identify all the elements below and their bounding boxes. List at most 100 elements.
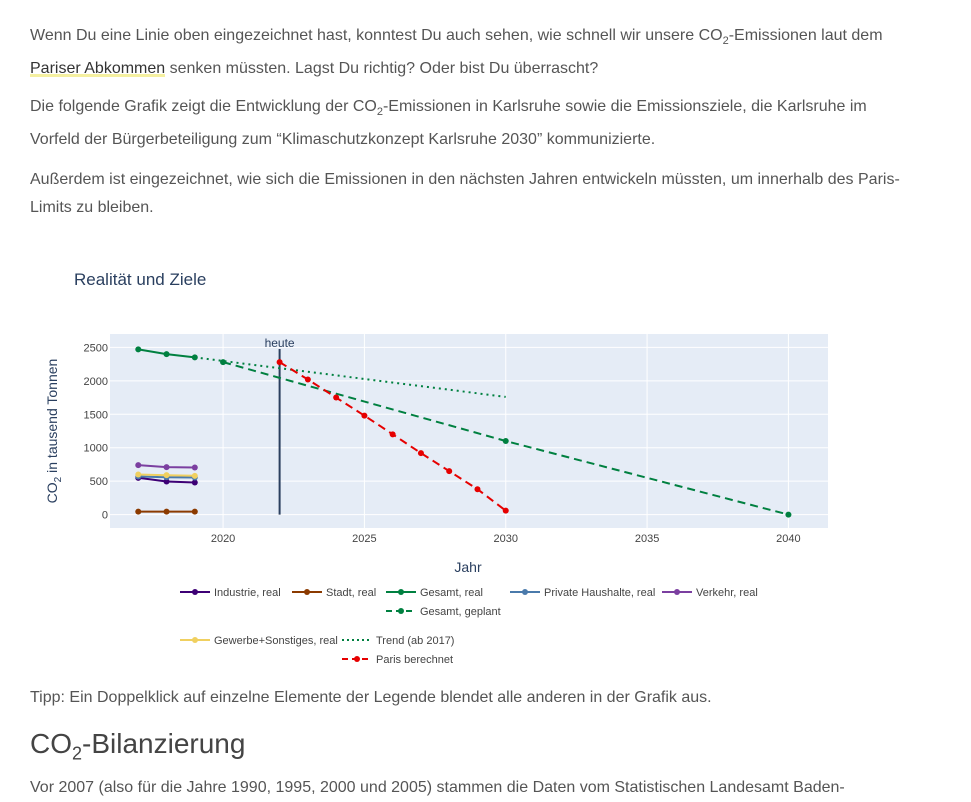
legend-item[interactable]: Private Haushalte, real (510, 587, 655, 599)
data-point[interactable] (163, 351, 170, 358)
y-tick-label: 1500 (84, 409, 108, 421)
y-tick-label: 500 (90, 476, 108, 488)
legend-label: Verkehr, real (696, 587, 758, 599)
legend-label: Industrie, real (214, 587, 281, 599)
grid-layer (110, 334, 828, 528)
y-axis-title-before: CO (44, 482, 60, 503)
p1-text-mid: -Emissionen laut dem (728, 27, 883, 44)
series-line (194, 356, 506, 398)
legend-item[interactable]: Industrie, real (180, 587, 281, 599)
data-point[interactable] (502, 438, 509, 445)
intro-paragraph-3: Außerdem ist eingezeichnet, wie sich die… (30, 171, 900, 216)
x-tick-label: 2030 (494, 533, 518, 545)
series-5 (135, 462, 198, 471)
heading-sub: 2 (72, 743, 83, 764)
data-point[interactable] (502, 507, 509, 514)
plot-area[interactable] (110, 334, 828, 528)
tip-text: Tipp: Ein Doppelklick auf einzelne Eleme… (30, 689, 712, 706)
chart-title: Realität und Ziele (74, 270, 206, 289)
data-point[interactable] (163, 508, 170, 515)
series-3 (220, 359, 792, 518)
p2-text-before: Die folgende Grafik zeigt die Entwicklun… (30, 98, 377, 115)
legend-marker (398, 589, 404, 595)
x-tick-label: 2040 (776, 533, 800, 545)
series-1 (135, 508, 198, 515)
legend-marker (398, 608, 404, 614)
series-7 (194, 356, 506, 398)
x-tick-label: 2020 (211, 533, 235, 545)
data-point[interactable] (163, 478, 170, 485)
data-point[interactable] (135, 462, 142, 469)
p2-text-after: -Emissionen in Karlsruhe sowie die Emiss… (30, 98, 867, 149)
x-tick-label: 2035 (635, 533, 659, 545)
series-layer (135, 346, 792, 518)
data-point[interactable] (135, 508, 142, 515)
legend-item[interactable]: Stadt, real (292, 587, 376, 599)
p1-text-after: senken müssten. Lagst Du richtig? Oder b… (165, 60, 599, 78)
legend-label: Stadt, real (326, 587, 376, 599)
p1-sub: 2 (722, 35, 729, 48)
y-axis-title: CO2 in tausend Tonnen (44, 359, 64, 504)
series-2 (135, 346, 198, 361)
data-point[interactable] (333, 394, 340, 401)
data-point[interactable] (276, 359, 283, 366)
data-point[interactable] (191, 464, 198, 471)
legend-label: Gesamt, real (420, 587, 483, 599)
intro-paragraph-1: Wenn Du eine Linie oben eingezeichnet ha… (30, 22, 910, 83)
data-point[interactable] (446, 468, 453, 475)
legend-marker (522, 589, 528, 595)
heading-before: CO (30, 728, 72, 759)
series-6 (135, 471, 198, 479)
data-point[interactable] (389, 431, 396, 438)
y-tick-label: 2000 (84, 376, 108, 388)
legend-label: Gesamt, geplant (420, 606, 501, 618)
p1-text-before: Wenn Du eine Linie oben eingezeichnet ha… (30, 27, 723, 44)
legend-marker (192, 637, 198, 643)
data-point[interactable] (163, 464, 170, 471)
data-point[interactable] (785, 511, 792, 518)
data-point[interactable] (191, 472, 198, 479)
legend-item[interactable]: Gesamt, geplant (386, 606, 501, 618)
legend[interactable]: Industrie, real Stadt, real Gesamt, real Pr… (180, 587, 758, 666)
legend-item[interactable]: Verkehr, real (662, 587, 758, 599)
x-tick-label: 2025 (352, 533, 376, 545)
heute-annotation: heute (265, 336, 295, 350)
series-8 (276, 359, 509, 514)
y-tick-label: 0 (102, 510, 108, 522)
legend-marker (354, 656, 360, 662)
data-point[interactable] (163, 472, 170, 479)
legend-marker (192, 589, 198, 595)
legend-label: Paris berechnet (376, 654, 453, 666)
legend-marker (674, 589, 680, 595)
y-axis-title-sub: 2 (53, 476, 64, 482)
y-tick-label: 2500 (84, 342, 108, 354)
data-point[interactable] (135, 346, 142, 353)
data-point[interactable] (220, 359, 227, 366)
data-point[interactable] (304, 376, 311, 383)
legend-label: Private Haushalte, real (544, 587, 655, 599)
heading-after: -Bilanzierung (82, 728, 246, 759)
intro-paragraph-2: Die folgende Grafik zeigt die Entwicklun… (30, 93, 910, 154)
data-point[interactable] (191, 479, 198, 486)
legend-item[interactable]: Paris berechnet (342, 654, 453, 666)
data-point[interactable] (417, 450, 424, 457)
emissions-chart[interactable]: Realität und Ziele 2020 2025 2030 2035 2040 0… (0, 0, 971, 680)
legend-item[interactable]: Trend (ab 2017) (342, 635, 454, 647)
pariser-abkommen-link[interactable]: Pariser Abkommen (30, 60, 166, 78)
legend-label: Gewerbe+Sonstiges, real (214, 635, 338, 647)
legend-item[interactable]: Gewerbe+Sonstiges, real (180, 635, 338, 647)
section-heading: CO2-Bilanzierung (30, 724, 245, 774)
p2-sub: 2 (376, 106, 383, 119)
body-paragraph: Vor 2007 (also für die Jahre 1990, 1995,… (30, 779, 845, 796)
data-point[interactable] (474, 486, 481, 493)
data-point[interactable] (135, 471, 142, 478)
data-point[interactable] (191, 508, 198, 515)
legend-label: Trend (ab 2017) (376, 635, 454, 647)
legend-marker (304, 589, 310, 595)
legend-item[interactable]: Gesamt, real (386, 587, 483, 599)
tick-layer: 2020 2025 2030 2035 2040 0 500 1000 1500 2000 2500 (84, 342, 801, 545)
data-point[interactable] (361, 412, 368, 419)
x-axis-title: Jahr (454, 559, 482, 575)
y-tick-label: 1000 (84, 443, 108, 455)
y-axis-title-after: in tausend Tonnen (44, 359, 60, 477)
